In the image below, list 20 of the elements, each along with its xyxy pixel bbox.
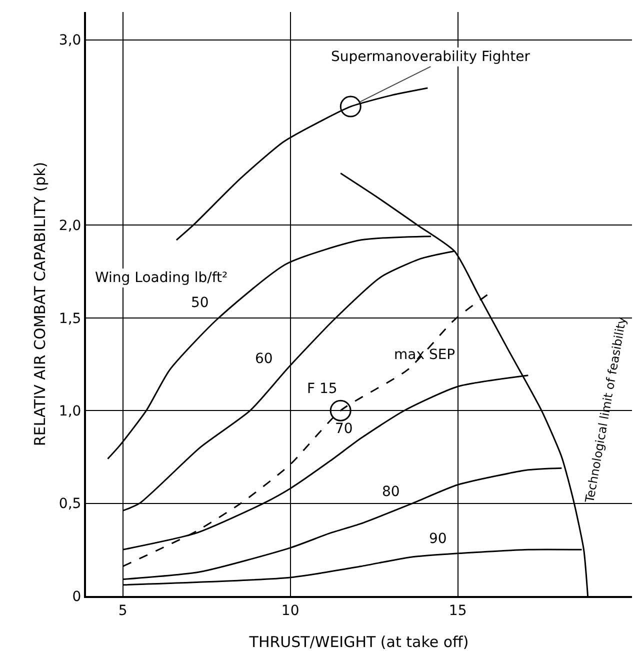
annotation: Wing Loading lb/ft² <box>95 270 228 286</box>
annotation: max SEP <box>394 347 456 363</box>
y-tick-label: 3,0 <box>58 32 82 49</box>
y-tick-label: 1,5 <box>58 310 82 327</box>
annotation: Supermanoverability Fighter <box>331 49 530 65</box>
x-axis-title: THRUST/WEIGHT (at take off) <box>248 633 469 651</box>
y-tick-label: 0,5 <box>58 496 82 512</box>
y-tick-label: 0 <box>72 588 82 605</box>
annotation: F 15 <box>307 381 338 397</box>
annotation: 50 <box>191 295 209 311</box>
x-tick-label: 10 <box>281 602 300 619</box>
y-tick-label: 2,0 <box>58 218 82 234</box>
y-tick-label: 1,0 <box>58 404 82 420</box>
x-tick-label: 5 <box>118 602 128 619</box>
annotation: 70 <box>335 421 353 437</box>
annotation: 90 <box>429 531 447 547</box>
annotation: 80 <box>382 484 400 500</box>
annotation: 60 <box>255 351 273 367</box>
y-axis-title: RELATIV AIR COMBAT CAPABILITY (pk) <box>31 162 49 446</box>
x-tick-label: 15 <box>448 602 467 619</box>
